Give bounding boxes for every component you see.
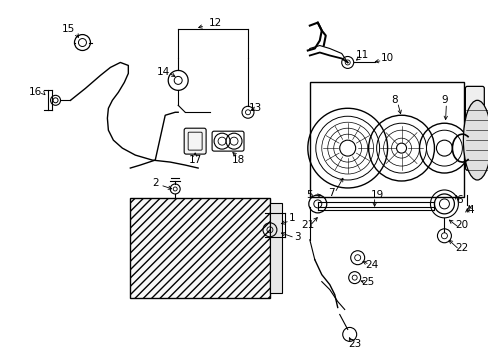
Text: 25: 25 <box>360 276 373 287</box>
Text: 14: 14 <box>156 67 169 77</box>
Text: 22: 22 <box>454 243 467 253</box>
FancyBboxPatch shape <box>184 128 205 154</box>
Text: 15: 15 <box>62 24 75 33</box>
Text: 13: 13 <box>248 103 261 113</box>
Text: 6: 6 <box>455 195 462 205</box>
Bar <box>130 198 269 298</box>
Text: 3: 3 <box>294 232 301 242</box>
Text: 1: 1 <box>288 213 295 223</box>
Text: 12: 12 <box>208 18 221 28</box>
Text: 24: 24 <box>364 260 378 270</box>
Text: 20: 20 <box>454 220 467 230</box>
Text: 9: 9 <box>440 95 447 105</box>
Text: 19: 19 <box>370 190 384 200</box>
Text: 2: 2 <box>152 178 158 188</box>
Bar <box>269 203 281 293</box>
Bar <box>309 82 464 197</box>
Text: 21: 21 <box>301 220 314 230</box>
Text: 16: 16 <box>29 87 42 97</box>
Text: 8: 8 <box>390 95 397 105</box>
FancyBboxPatch shape <box>465 86 483 170</box>
Text: 4: 4 <box>466 205 473 215</box>
Text: 23: 23 <box>347 339 361 349</box>
Text: 18: 18 <box>231 155 244 165</box>
Text: 17: 17 <box>188 155 202 165</box>
Text: 7: 7 <box>328 188 334 198</box>
Text: 10: 10 <box>380 54 393 63</box>
Text: 11: 11 <box>355 50 368 60</box>
Ellipse shape <box>463 100 488 180</box>
Text: 5: 5 <box>306 190 312 200</box>
